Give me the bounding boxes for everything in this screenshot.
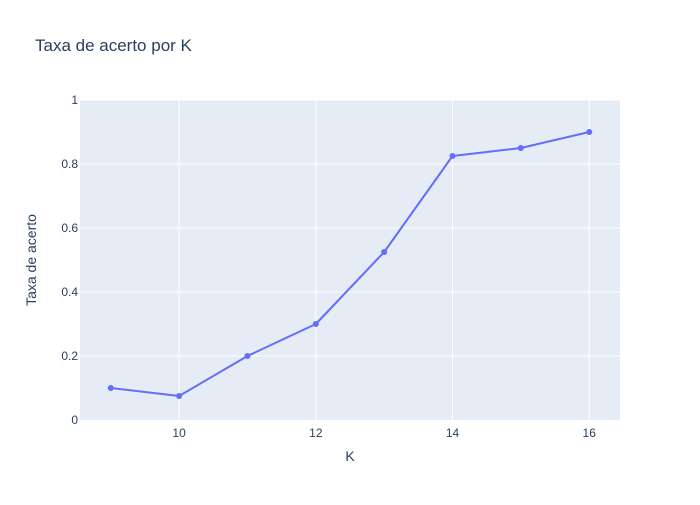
plot-background (80, 100, 620, 420)
x-axis-label: K (345, 448, 355, 464)
series-line (110, 131, 590, 397)
y-axis-label: Taxa de acerto (23, 214, 39, 306)
series-layer (107, 129, 593, 399)
x-tick-label: 10 (172, 426, 186, 440)
data-point (381, 249, 388, 255)
data-point (176, 393, 183, 399)
data-point (244, 353, 251, 359)
x-tick-label: 16 (583, 426, 597, 440)
chart-title: Taxa de acerto por K (35, 36, 193, 55)
y-tick-label: 0.6 (61, 221, 78, 235)
data-point (312, 321, 319, 327)
y-tick-label: 0.4 (61, 285, 78, 299)
data-point (107, 385, 114, 391)
data-point (586, 129, 593, 135)
y-tick-label: 0 (71, 413, 78, 427)
x-tick-label: 14 (446, 426, 460, 440)
x-tick-label: 12 (309, 426, 323, 440)
y-tick-label: 0.2 (61, 349, 78, 363)
data-point (517, 145, 524, 151)
y-tick-label: 1 (71, 93, 78, 107)
data-point (449, 153, 456, 159)
tick-labels: 10 12 14 16 0 0.2 0.4 0.6 0.8 1 (61, 93, 596, 440)
y-tick-label: 0.8 (61, 157, 78, 171)
